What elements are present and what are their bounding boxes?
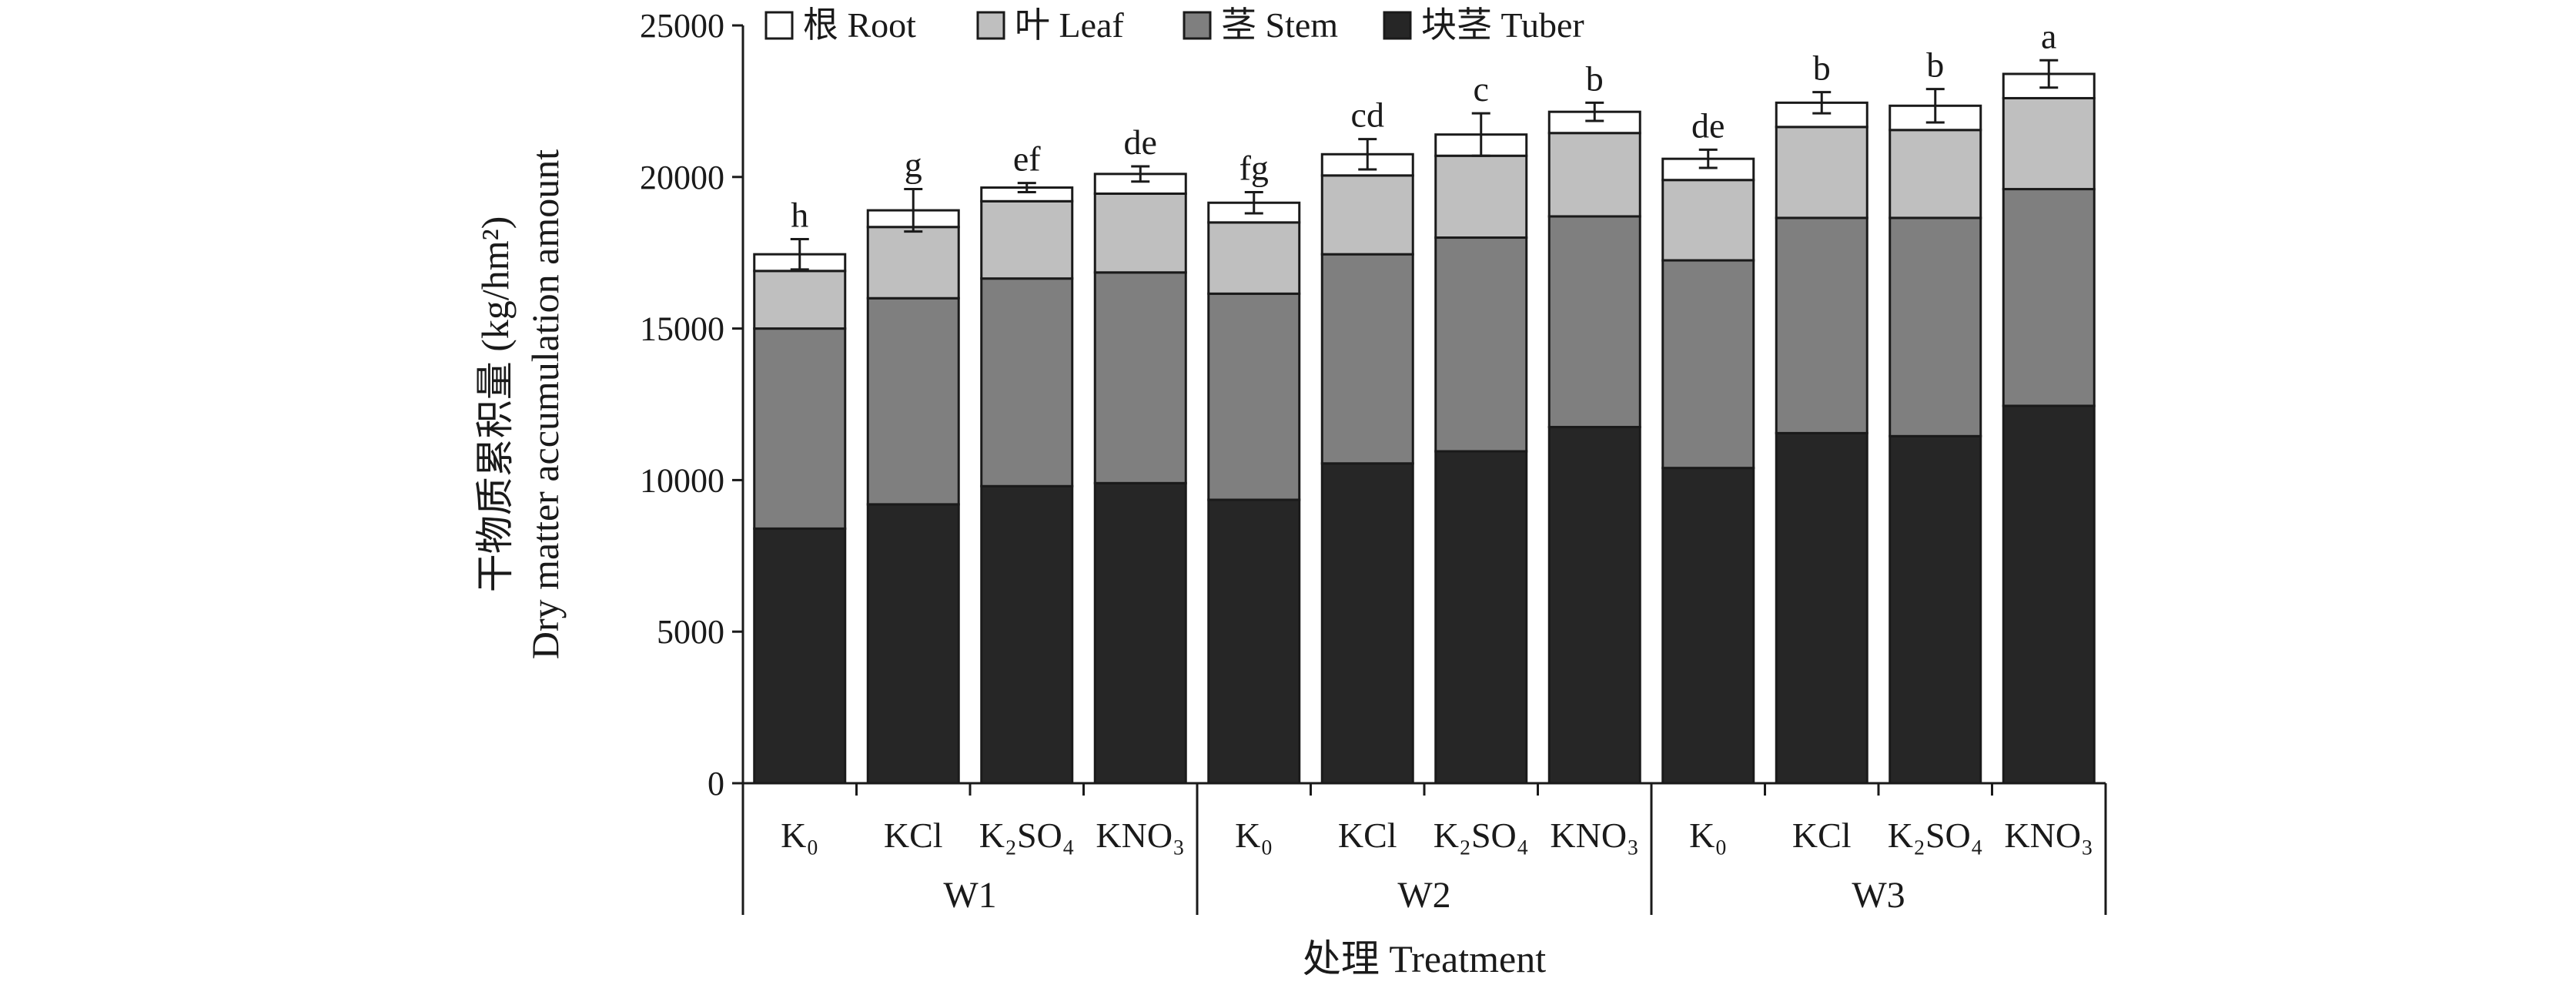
bar-segment-stem [1661,259,1755,470]
bars [753,59,2096,785]
bar-segment-leaf [1661,179,1755,262]
x-tick-label: KCl [1792,816,1852,855]
bar-segment-tuber [1093,481,1187,785]
bar-segment-leaf [1547,132,1641,218]
x-tick-label: KNO₃ [1096,816,1185,855]
bar-segment-tuber [1547,426,1641,785]
x-tick-label: K₀ [1235,816,1273,855]
bar-segment-tuber [980,484,1074,785]
bar-segment-leaf [1093,192,1187,274]
bar-segment-stem [1889,216,1982,437]
significance-label: b [1926,45,1944,85]
legend-label: 叶 Leaf [1015,5,1124,45]
bar-segment-tuber [753,527,847,785]
significance-label: b [1586,59,1604,98]
bar-segment-tuber [1207,498,1301,785]
bar-segment-stem [980,277,1074,487]
bar-segment-stem [866,296,960,506]
x-tick-label: K₂SO₄ [979,816,1075,855]
legend-label: 根 Root [803,5,916,45]
legend-swatch [1183,11,1212,40]
x-tick-label: K₂SO₄ [1434,816,1529,855]
bar-segment-leaf [2002,96,2096,191]
significance-label: c [1474,69,1489,109]
significance-label: b [1813,49,1831,88]
bar-segment-leaf [980,199,1074,280]
bar-segment-leaf [1775,126,1868,219]
bar-segment-leaf [1320,174,1414,256]
group-label: W3 [1852,875,1905,916]
x-tick-label: KNO₃ [2004,816,2093,855]
bar-segment-tuber [866,503,960,785]
x-tick-label: K₀ [781,816,818,855]
significance-label: g [905,146,922,185]
y-tick-label: 25000 [640,7,724,45]
bar-segment-tuber [2002,404,2096,785]
bar-segment-tuber [1434,450,1528,785]
y-tick-label: 20000 [640,159,724,196]
significance-label: a [2041,16,2056,55]
bar-segment-stem [1775,216,1868,434]
bar-segment-stem [2002,188,2096,407]
bar-segment-tuber [1320,462,1414,785]
legend-swatch [764,11,794,40]
group-label: W2 [1397,875,1450,916]
y-tick-label: 5000 [657,613,724,651]
significance-label: de [1124,122,1157,162]
bar-segment-leaf [753,270,847,330]
legend-swatch [976,11,1005,40]
bar-segment-tuber [1775,431,1868,785]
y-tick-label: 15000 [640,310,724,348]
x-tick-label: K₂SO₄ [1888,816,1983,855]
bar-segment-stem [753,327,847,530]
significance-label: fg [1239,148,1269,187]
bar-segment-leaf [866,226,960,300]
legend-label: 茎 Stem [1221,5,1338,45]
y-tick-label: 0 [708,765,724,802]
labels: h K₀ g KCl ef K₂SO₄ de KNO₃ fg K₀ cd KCl c K₂SO₄ b KNO₃… [473,16,2093,980]
bar-segment-leaf [1207,221,1301,295]
x-tick-label: K₀ [1689,816,1727,855]
bar-segment-leaf [1434,154,1528,240]
bar-segment-stem [1320,253,1414,465]
axes: 0 5000 10000 15000 20000 25000 [640,7,2107,915]
x-tick-label: KNO₃ [1550,816,1639,855]
bar-segment-leaf [1889,129,1982,219]
bar-segment-tuber [1889,434,1982,785]
bar-segment-stem [1434,236,1528,453]
y-axis-title-line1: 干物质累积量 (kg/hm²) [473,216,517,593]
legend-label: 块茎 Tuber [1421,5,1584,45]
significance-label: h [791,195,808,234]
significance-label: ef [1013,139,1041,179]
legend: 根 Root 叶 Leaf 茎 Stem 块茎 Tuber [764,5,1584,45]
y-axis-title-line2: Dry matter accumulation amount [524,149,567,659]
x-tick-label: KCl [1338,816,1397,855]
bar-segment-stem [1093,271,1187,484]
bar-segment-tuber [1661,467,1755,785]
x-axis-title: 处理 Treatment [1303,937,1546,980]
significance-label: de [1691,106,1725,145]
significance-label: cd [1351,95,1384,135]
group-label: W1 [943,875,996,916]
bar-segment-stem [1207,292,1301,501]
y-tick-label: 10000 [640,461,724,499]
x-tick-label: KCl [884,816,943,855]
bar-segment-stem [1547,215,1641,429]
legend-swatch [1383,11,1412,40]
